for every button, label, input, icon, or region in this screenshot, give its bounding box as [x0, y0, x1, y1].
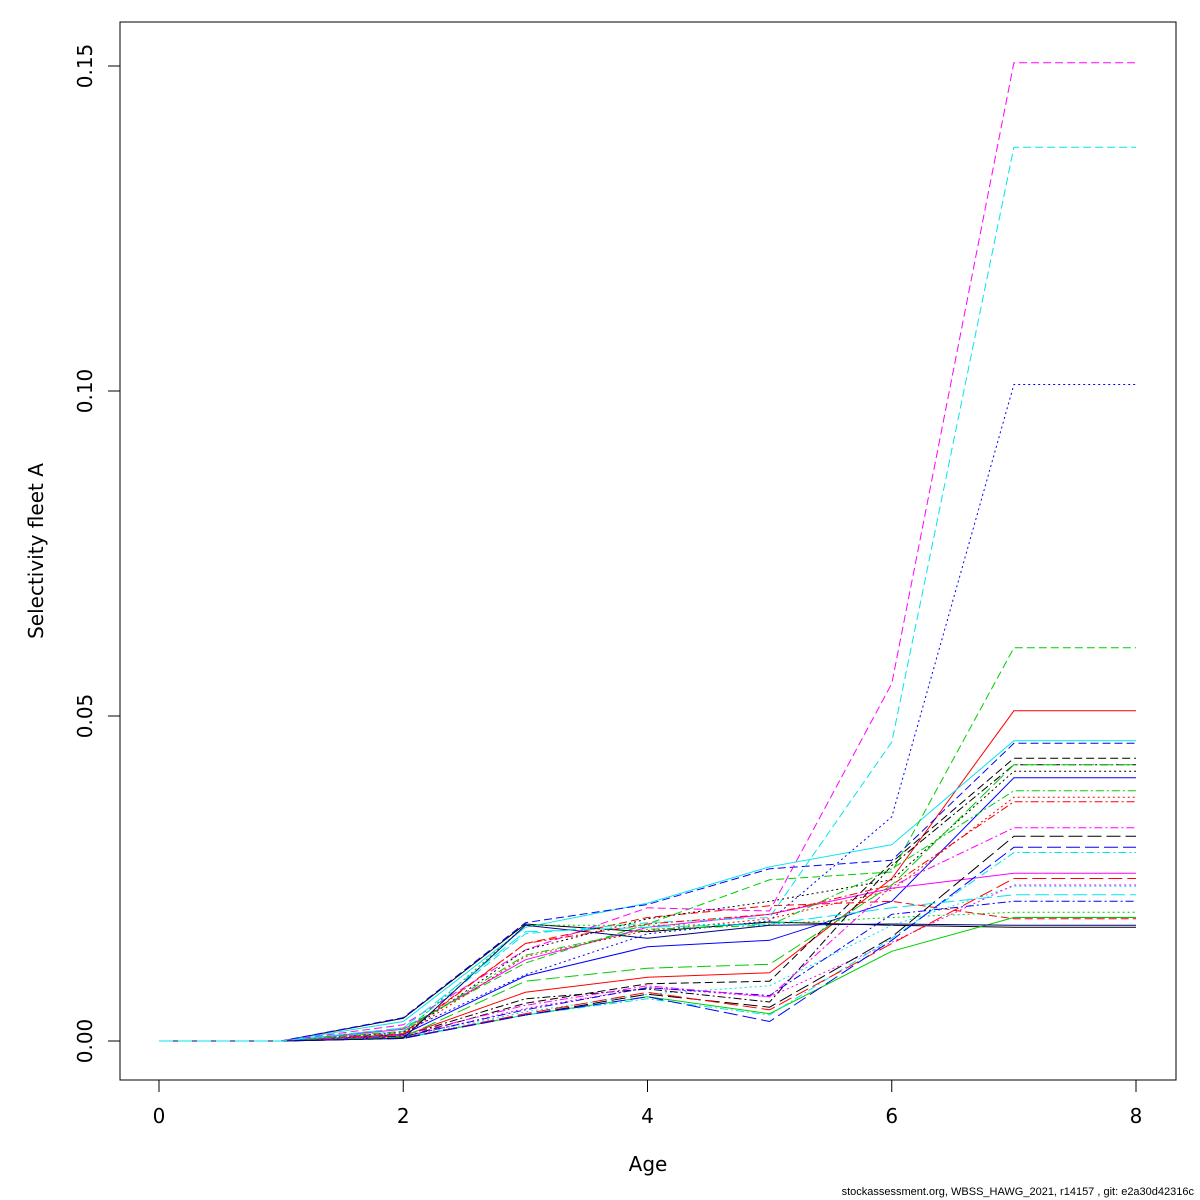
series-line-s29	[159, 923, 1136, 1042]
series-line-s12	[159, 62, 1136, 1042]
series-line-s17	[159, 885, 1136, 1042]
plot-frame	[119, 21, 1177, 1081]
series-line-s16	[159, 384, 1136, 1042]
y-axis-title: Selectivity fleet A	[24, 463, 48, 639]
footer-credit: stockassessment.org, WBSS_HAWG_2021, r14…	[841, 1186, 1194, 1198]
series-line-s19	[159, 764, 1136, 1042]
series-line-s20	[159, 801, 1136, 1042]
series-line-s22	[159, 900, 1136, 1042]
y-tick-label: 0.05	[73, 694, 97, 739]
series-line-s15	[159, 911, 1136, 1042]
series-line-s10	[159, 742, 1136, 1042]
series-line-s3	[159, 917, 1136, 1042]
series-line-s14	[159, 796, 1136, 1042]
series-line-s18	[159, 884, 1136, 1042]
series-line-s4	[159, 777, 1136, 1042]
x-axis-title: Age	[629, 1152, 668, 1176]
x-axis: 0 2 4 6 8	[153, 1079, 1143, 1128]
x-tick-label: 6	[885, 1104, 898, 1128]
series-line-s1	[159, 921, 1136, 1042]
series-lines	[159, 62, 1136, 1042]
y-tick-label: 0.15	[73, 44, 97, 89]
series-line-s8	[159, 900, 1136, 1042]
series-line-s11	[159, 146, 1136, 1042]
series-line-s23	[159, 852, 1136, 1042]
x-tick-label: 4	[641, 1104, 654, 1128]
x-tick-label: 8	[1130, 1104, 1143, 1128]
y-tick-label: 0.00	[73, 1019, 97, 1064]
x-tick-label: 2	[397, 1104, 410, 1128]
series-line-s13	[159, 770, 1136, 1042]
series-line-s5	[159, 740, 1136, 1042]
series-line-s24	[159, 827, 1136, 1042]
y-axis: 0.00 0.05 0.10 0.15	[73, 44, 121, 1064]
x-tick-label: 0	[153, 1104, 166, 1128]
series-line-s6	[159, 872, 1136, 1042]
series-line-s9	[159, 647, 1136, 1042]
y-tick-label: 0.10	[73, 369, 97, 414]
series-line-s30	[159, 894, 1136, 1042]
series-line-s21	[159, 790, 1136, 1042]
